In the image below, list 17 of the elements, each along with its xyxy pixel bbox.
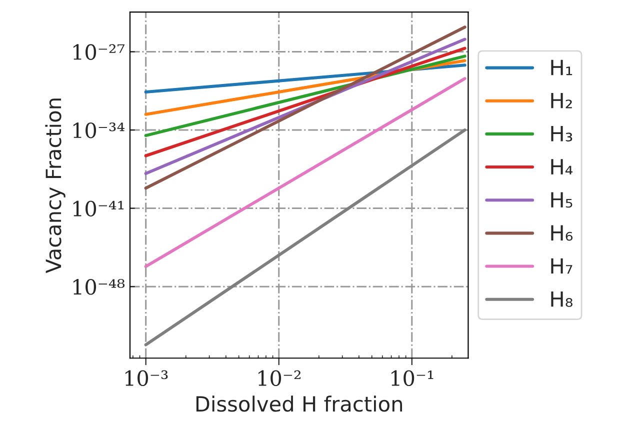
legend-label: H₅: [551, 192, 572, 208]
legend-label: H₇: [551, 258, 572, 274]
legend-label: H₄: [551, 159, 573, 174]
x-tick-label: 10⁻¹: [392, 370, 434, 386]
y-axis-title: Vacancy Fraction: [45, 98, 66, 274]
legend-label: H₁: [551, 60, 572, 76]
legend-label: H₈: [551, 291, 572, 307]
y-tick-label: 10⁻³⁴: [73, 122, 124, 138]
x-axis-title: Dissolved H fraction: [196, 396, 402, 412]
x-tick-label: 10⁻³: [125, 370, 168, 386]
x-tick-label: 10⁻²: [258, 370, 300, 386]
y-tick-label: 10⁻²⁷: [73, 44, 125, 60]
legend-label: H₂: [551, 92, 572, 108]
legend-label: H₆: [551, 225, 573, 241]
legend-label: H₃: [551, 126, 572, 142]
y-tick-label: 10⁻⁴⁸: [73, 279, 125, 295]
y-tick-label: 10⁻⁴¹: [73, 200, 124, 217]
